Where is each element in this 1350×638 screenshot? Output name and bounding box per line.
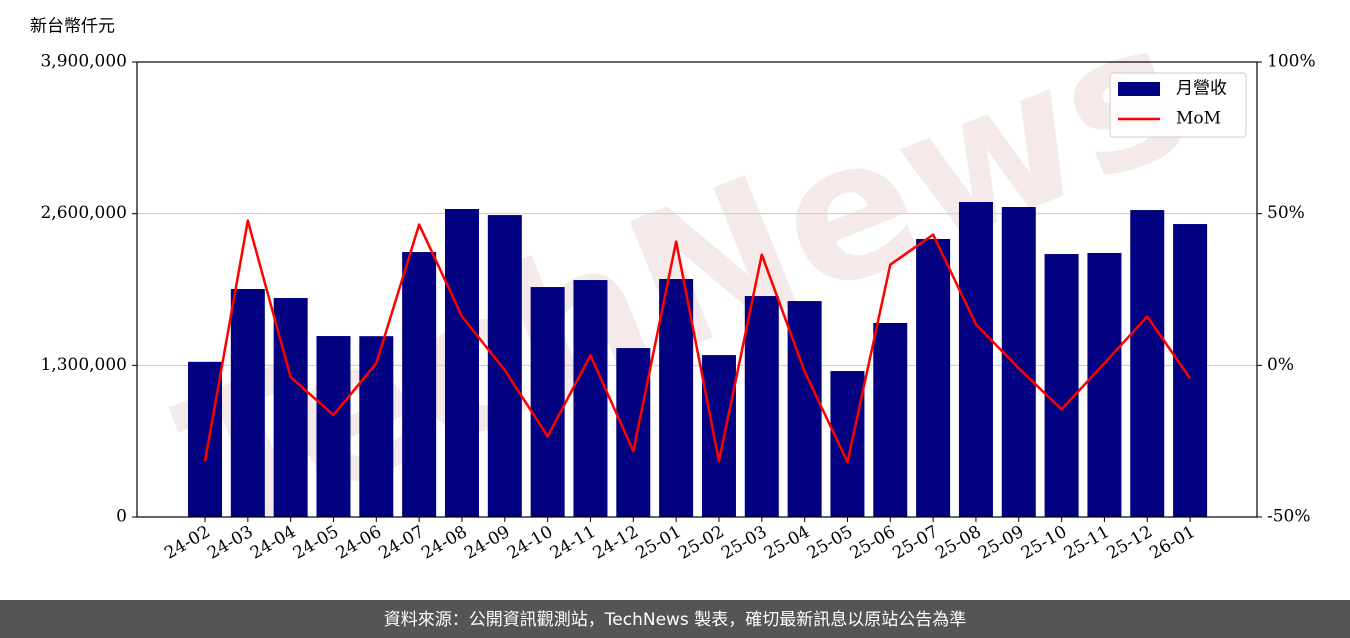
x-tick-label: 25-10 bbox=[1018, 522, 1070, 564]
bar bbox=[573, 280, 608, 517]
bar bbox=[616, 348, 651, 517]
bar bbox=[1044, 254, 1079, 518]
x-tick-label: 25-11 bbox=[1061, 522, 1113, 564]
y2-tick-label: 100% bbox=[1267, 52, 1316, 72]
x-tick-label: 24-12 bbox=[590, 522, 642, 564]
x-tick-label: 24-07 bbox=[375, 522, 427, 564]
bar bbox=[916, 238, 951, 517]
legend-swatch bbox=[1118, 82, 1160, 96]
x-tick-label: 24-10 bbox=[504, 522, 556, 564]
bar bbox=[787, 301, 822, 517]
bar bbox=[1130, 210, 1165, 518]
footer-bar bbox=[0, 600, 1350, 638]
x-tick-label: 26-01 bbox=[1146, 522, 1198, 564]
x-tick-label: 25-09 bbox=[975, 522, 1027, 564]
bar bbox=[402, 252, 437, 518]
x-tick-label: 25-12 bbox=[1104, 522, 1156, 564]
y2-tick-label: 0% bbox=[1267, 355, 1294, 375]
bar bbox=[744, 296, 779, 517]
y-tick-label: 2,600,000 bbox=[40, 203, 127, 223]
source-note: 資料來源：公開資訊觀測站，TechNews 製表，確切最新訊息以原站公告為準 bbox=[384, 610, 966, 630]
x-tick-label: 25-02 bbox=[675, 522, 727, 564]
x-tick-label: 25-03 bbox=[718, 522, 770, 564]
bar bbox=[530, 287, 565, 517]
x-tick-label: 24-08 bbox=[418, 522, 470, 564]
x-tick-label: 25-01 bbox=[632, 522, 684, 564]
x-tick-label: 25-06 bbox=[847, 522, 899, 564]
bar bbox=[487, 215, 522, 518]
y2-tick-label: 50% bbox=[1267, 203, 1305, 223]
y-axis-label: 新台幣仟元 bbox=[30, 17, 115, 37]
x-tick-label: 24-09 bbox=[461, 522, 513, 564]
line bbox=[203, 219, 1192, 464]
bar bbox=[188, 361, 222, 517]
y-tick-label: 1,300,000 bbox=[40, 355, 127, 375]
legend-label: 月營收 bbox=[1176, 79, 1227, 99]
y-tick-label: 3,900,000 bbox=[40, 52, 127, 72]
bar bbox=[359, 336, 394, 517]
x-tick-label: 25-07 bbox=[889, 522, 941, 564]
y-tick-label: 0 bbox=[116, 507, 127, 527]
x-tick-label: 24-11 bbox=[547, 522, 599, 564]
bar bbox=[316, 336, 351, 517]
plot-frame bbox=[136, 61, 1258, 518]
x-tick-label: 25-08 bbox=[932, 522, 984, 564]
bar bbox=[1173, 224, 1208, 518]
bar bbox=[958, 202, 993, 517]
x-tick-label: 24-02 bbox=[161, 522, 213, 564]
y2-tick-label: -50% bbox=[1267, 507, 1311, 527]
bar bbox=[830, 371, 865, 517]
x-tick-label: 25-04 bbox=[761, 522, 813, 564]
bar bbox=[659, 279, 694, 517]
bar bbox=[444, 209, 479, 517]
x-tick-label: 25-05 bbox=[804, 522, 856, 564]
bar bbox=[230, 289, 265, 517]
legend-label: MoM bbox=[1176, 109, 1221, 129]
bar bbox=[873, 322, 908, 517]
bar bbox=[701, 355, 736, 517]
bar bbox=[1087, 252, 1122, 517]
bar bbox=[1001, 207, 1036, 517]
